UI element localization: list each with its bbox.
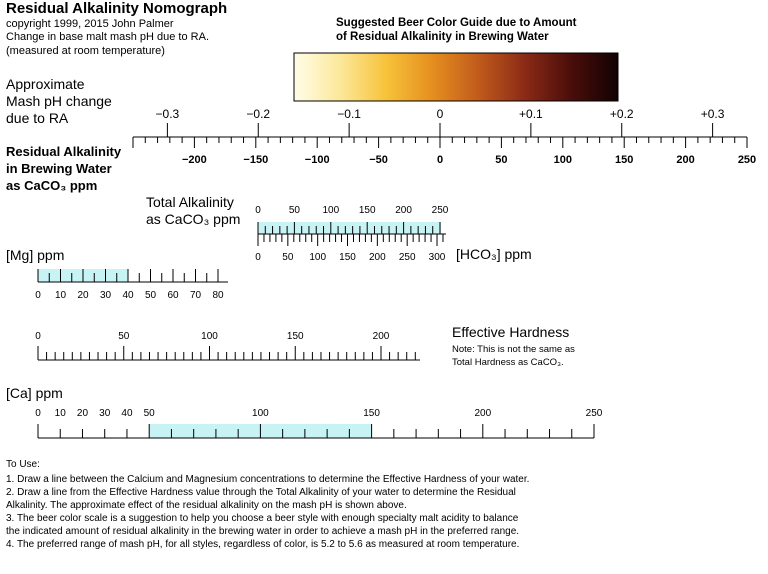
instruction-3-cont: the indicated amount of residual alkalin… xyxy=(6,526,520,537)
mg-tick-label: 50 xyxy=(145,290,157,301)
ca-tick-label: 50 xyxy=(144,408,156,419)
ph-tick-label: −0.3 xyxy=(156,107,180,121)
ta-label-line-2: as CaCO₃ ppm xyxy=(146,211,241,227)
ra-tick-label: −200 xyxy=(182,154,207,166)
ra-axis-label: Residual Alkalinity in Brewing Water as … xyxy=(6,143,121,194)
instruction-2: 2. Draw a line from the Effective Hardne… xyxy=(6,487,516,498)
beer-color-gradient xyxy=(293,52,619,102)
mg-tick-label: 20 xyxy=(77,290,89,301)
ca-tick-label: 150 xyxy=(363,408,380,419)
ta-label-line-1: Total Alkalinity xyxy=(146,194,234,210)
mg-tick-label: 40 xyxy=(122,290,134,301)
ta-tick-label: 100 xyxy=(322,205,339,216)
ra-tick-label: 100 xyxy=(554,154,572,166)
ca-tick-label: 40 xyxy=(121,408,133,419)
ph-tick-label: +0.2 xyxy=(610,107,634,121)
ta-highlight-band xyxy=(258,222,441,234)
ca-tick-label: 200 xyxy=(474,408,491,419)
ra-tick-label: 50 xyxy=(495,154,507,166)
ca-tick-label: 20 xyxy=(77,408,89,419)
legend-title: Suggested Beer Color Guide due to Amount… xyxy=(336,16,576,44)
mg-tick-label: 80 xyxy=(212,290,224,301)
ta-tick-label: 50 xyxy=(289,205,301,216)
ph-tick-label: 0 xyxy=(437,107,444,121)
mg-tick-label: 0 xyxy=(35,290,41,301)
eh-axis-label: Effective Hardness xyxy=(452,324,570,340)
page-title: Residual Alkalinity Nomograph xyxy=(6,0,228,17)
ph-tick-label: +0.1 xyxy=(519,107,543,121)
eh-tick-label: 50 xyxy=(118,331,130,342)
ca-tick-label: 30 xyxy=(99,408,111,419)
eh-tick-label: 0 xyxy=(35,331,41,342)
hco3-tick-label: 50 xyxy=(282,252,294,263)
hco3-axis-label: [HCO₃] ppm xyxy=(456,246,532,262)
instruction-3: 3. The beer color scale is a suggestion … xyxy=(6,513,519,524)
ra-tick-label: 150 xyxy=(615,154,633,166)
hco3-tick-label: 100 xyxy=(309,252,326,263)
ca-axis-label: [Ca] ppm xyxy=(6,385,63,401)
legend-title-line-2: of Residual Alkalinity in Brewing Water xyxy=(336,31,549,43)
copyright-text: copyright 1999, 2015 John Palmer xyxy=(6,18,174,30)
mg-tick-label: 60 xyxy=(167,290,179,301)
legend-title-line-1: Suggested Beer Color Guide due to Amount xyxy=(336,17,577,29)
subtitle-line-2: (measured at room temperature) xyxy=(6,45,165,57)
ph-tick-label: −0.2 xyxy=(246,107,270,121)
eh-tick-label: 200 xyxy=(373,331,390,342)
mg-tick-label: 30 xyxy=(100,290,112,301)
ra-label-line-1: Residual Alkalinity xyxy=(6,144,122,159)
ta-tick-label: 150 xyxy=(359,205,376,216)
ph-axis-label: Approximate Mash pH change due to RA xyxy=(6,76,112,127)
mg-tick-label: 10 xyxy=(55,290,67,301)
instruction-2-cont: Alkalinity. The approximate effect of th… xyxy=(6,500,407,511)
ca-tick-label: 0 xyxy=(35,408,41,419)
ra-tick-label: −150 xyxy=(243,154,268,166)
mg-axis-label: [Mg] ppm xyxy=(6,247,65,263)
instruction-1: 1. Draw a line between the Calcium and M… xyxy=(6,474,530,485)
hco3-tick-label: 250 xyxy=(399,252,416,263)
eh-note-line-2: Total Hardness as CaCO₃. xyxy=(452,357,564,368)
ph-tick-label: −0.1 xyxy=(337,107,361,121)
ta-tick-label: 250 xyxy=(432,205,449,216)
instructions-heading: To Use: xyxy=(6,459,40,470)
hco3-tick-label: 200 xyxy=(369,252,386,263)
ra-tick-label: −50 xyxy=(369,154,388,166)
hco3-tick-label: 300 xyxy=(429,252,446,263)
eh-tick-label: 100 xyxy=(201,331,218,342)
subtitle-line-1: Change in base malt mash pH due to RA. xyxy=(6,31,210,43)
ph-label-line-1: Approximate xyxy=(6,76,85,92)
ra-label-line-3: as CaCO₃ ppm xyxy=(6,178,98,193)
eh-note: Note: This is not the same as Total Hard… xyxy=(452,343,575,369)
instructions: To Use: 1. Draw a line between the Calci… xyxy=(6,458,529,551)
ra-label-line-2: in Brewing Water xyxy=(6,161,112,176)
ra-tick-label: 250 xyxy=(738,154,756,166)
ph-label-line-3: due to RA xyxy=(6,110,69,126)
hco3-tick-label: 0 xyxy=(255,252,261,263)
instruction-4: 4. The preferred range of mash pH, for a… xyxy=(6,539,520,550)
ra-tick-label: 0 xyxy=(437,154,443,166)
ca-tick-label: 100 xyxy=(252,408,269,419)
ta-axis-label: Total Alkalinity as CaCO₃ ppm xyxy=(146,194,240,228)
mg-tick-label: 70 xyxy=(190,290,202,301)
ta-tick-label: 200 xyxy=(395,205,412,216)
ca-tick-label: 10 xyxy=(55,408,67,419)
ra-tick-label: 200 xyxy=(676,154,694,166)
ph-label-line-2: Mash pH change xyxy=(6,93,112,109)
hco3-tick-label: 150 xyxy=(339,252,356,263)
ta-tick-label: 0 xyxy=(255,205,261,216)
eh-note-line-1: Note: This is not the same as xyxy=(452,344,575,355)
eh-tick-label: 150 xyxy=(287,331,304,342)
ra-tick-label: −100 xyxy=(305,154,330,166)
ca-tick-label: 250 xyxy=(586,408,603,419)
ph-tick-label: +0.3 xyxy=(701,107,725,121)
